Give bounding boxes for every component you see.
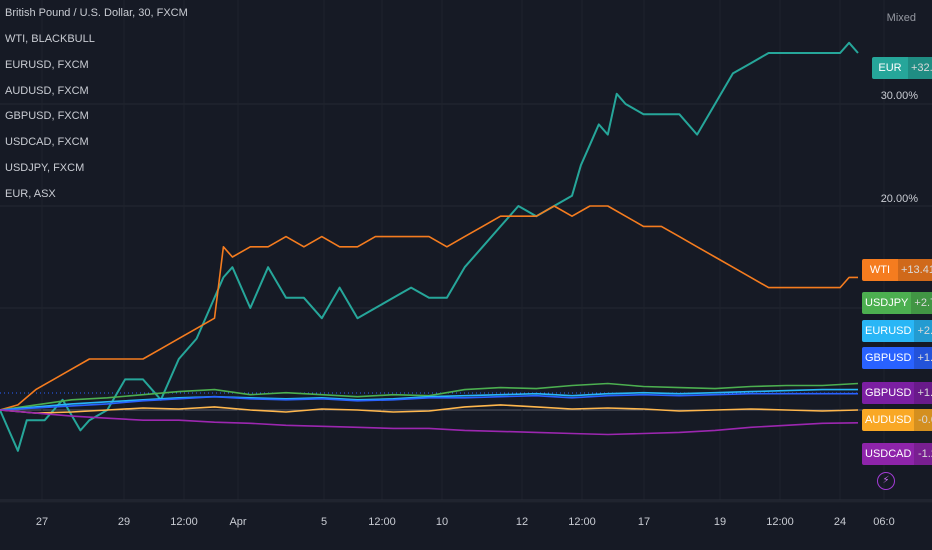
y-tick-label: 20.00% — [880, 193, 918, 205]
price-tag-symbol: GBPUSD — [862, 347, 915, 369]
series-line-gbpusd[interactable] — [0, 392, 858, 411]
price-tag-audusd[interactable]: AUDUSD-0.02% — [862, 409, 932, 431]
x-tick-label: 10 — [435, 516, 449, 528]
price-tag-symbol: AUDUSD — [862, 409, 915, 431]
price-tag-usdcad[interactable]: USDCAD-1.25% — [862, 443, 932, 465]
legend-item-audusd[interactable]: AUDUSD, FXCM — [5, 84, 89, 97]
price-tag-value: -1.25% — [914, 443, 932, 465]
price-tag-symbol: WTI — [862, 259, 898, 281]
price-tag-value: +13.41% — [898, 259, 932, 281]
price-tag-value: +32.81% — [908, 57, 932, 79]
legend-item-eur-asx[interactable]: EUR, ASX — [5, 187, 56, 200]
price-tag-wti[interactable]: WTI+13.41% — [862, 259, 932, 281]
price-tag-gbpusd[interactable]: GBPUSD+1.64% — [862, 382, 932, 404]
series-line-eur[interactable] — [0, 41, 859, 452]
price-tag-value: -0.02% — [914, 409, 932, 431]
series-line-audusd[interactable] — [0, 404, 859, 414]
price-tag-value: +2.08% — [914, 320, 932, 342]
price-tag-eurusd[interactable]: EURUSD+2.08% — [862, 320, 932, 342]
x-tick-label: 29 — [117, 516, 131, 528]
x-tick-label: 5 — [320, 516, 328, 528]
legend-item-usdcad[interactable]: USDCAD, FXCM — [5, 136, 89, 149]
scale-mode-label[interactable]: Mixed — [886, 12, 916, 24]
x-tick-label: 27 — [35, 516, 49, 528]
legend-item-gbpusd[interactable]: GBPUSD, FXCM — [5, 110, 89, 123]
x-tick-label: 12:00 — [368, 516, 396, 528]
price-tag-value: +2.72% — [911, 292, 932, 314]
x-tick-label: 06:0 — [873, 516, 895, 528]
price-tag-gbpusd[interactable]: GBPUSD+1.64% — [862, 347, 932, 369]
series-line-eurusd[interactable] — [0, 388, 858, 411]
legend-item-usdjpy[interactable]: USDJPY, FXCM — [5, 161, 85, 174]
x-tick-label: 12:00 — [568, 516, 596, 528]
series-line-wti[interactable] — [0, 205, 858, 411]
x-tick-label: 24 — [833, 516, 847, 528]
series-line-usdjpy[interactable] — [0, 382, 859, 411]
legend-main-symbol[interactable]: British Pound / U.S. Dollar, 30, FXCM — [5, 7, 188, 19]
legend-item-wti[interactable]: WTI, BLACKBULL — [5, 33, 95, 45]
lightning-icon[interactable]: ⚡ — [877, 472, 895, 490]
price-tag-symbol: GBPUSD — [862, 382, 915, 404]
series-line-usdcad[interactable] — [0, 409, 859, 436]
x-tick-label: 19 — [713, 516, 727, 528]
x-tick-label: 12 — [515, 516, 529, 528]
symbol-legend: British Pound / U.S. Dollar, 30, FXCM WT… — [5, 7, 188, 213]
price-tag-value: +1.64% — [914, 382, 932, 404]
price-tag-symbol: USDJPY — [862, 292, 912, 314]
x-tick-label: 12:00 — [170, 516, 198, 528]
price-tag-usdjpy[interactable]: USDJPY+2.72% — [862, 292, 932, 314]
price-tag-value: +1.64% — [914, 347, 932, 369]
x-tick-label: Apr — [229, 516, 247, 528]
price-tag-eur[interactable]: EUR+32.81% — [872, 57, 932, 79]
x-tick-label: 12:00 — [766, 516, 794, 528]
price-tag-symbol: EUR — [872, 57, 908, 79]
x-tick-label: 17 — [637, 516, 651, 528]
y-tick-label: 30.00% — [880, 90, 918, 102]
price-tag-symbol: EURUSD — [862, 320, 915, 342]
price-tag-symbol: USDCAD — [862, 443, 915, 465]
legend-item-eurusd[interactable]: EURUSD, FXCM — [5, 58, 89, 71]
